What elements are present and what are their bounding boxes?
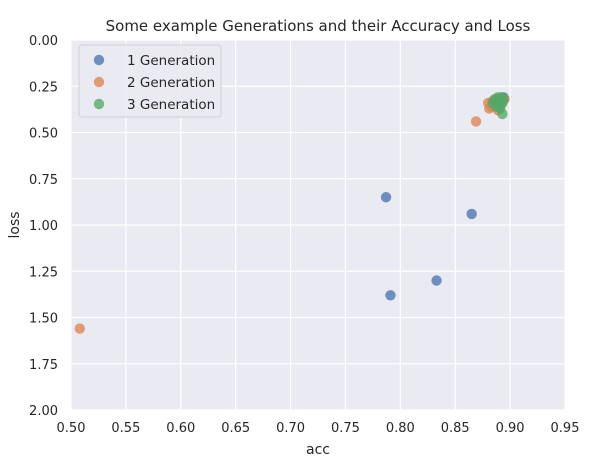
legend-label-2: 2 Generation [127, 75, 215, 91]
y-tick-label: 2.00 [29, 404, 58, 419]
legend-label-3: 3 Generation [127, 97, 215, 113]
point-series-2 [470, 116, 482, 127]
x-tick-label: 0.95 [551, 421, 580, 436]
legend-box [78, 44, 222, 118]
x-tick-label: 0.75 [331, 421, 360, 436]
x-tick-labels: 0.50 0.55 0.60 0.65 0.70 0.75 0.80 0.85 0.90 0.95 [57, 421, 580, 436]
x-tick-label: 0.65 [221, 421, 250, 436]
y-tick-label: 0.25 [29, 80, 58, 95]
x-tick-label: 0.55 [111, 421, 140, 436]
x-tick-label: 0.80 [386, 421, 415, 436]
x-axis-label: acc [306, 442, 330, 458]
point-series-1 [385, 290, 396, 301]
y-tick-label: 0.50 [29, 127, 58, 142]
y-tick-label: 1.00 [29, 219, 58, 234]
y-tick-label: 1.75 [29, 358, 58, 373]
chart-title: Some example Generations and their Accur… [106, 17, 531, 35]
point-series-1 [380, 192, 392, 203]
legend-items: 1 Generation 2 Generation 3 Generation [93, 53, 215, 113]
legend-marker-3 [93, 98, 105, 110]
legend-label-1: 1 Generation [127, 53, 215, 69]
x-tick-label: 0.90 [496, 421, 525, 436]
y-axis-label: loss [7, 211, 23, 238]
point-series-1 [431, 275, 442, 286]
y-tick-labels: 0.00 0.25 0.50 0.75 1.00 1.25 1.50 1.75 2.00 [29, 34, 58, 419]
legend-marker-1 [93, 54, 105, 66]
y-tick-label: 1.50 [29, 312, 58, 327]
grid-lines [70, 39, 566, 411]
point-series-1 [466, 208, 477, 220]
y-tick-label: 0.75 [29, 173, 58, 188]
y-tick-label: 1.25 [29, 265, 58, 280]
x-tick-label: 0.85 [441, 421, 470, 436]
x-tick-label: 0.70 [276, 421, 305, 436]
x-tick-label: 0.60 [166, 421, 195, 436]
point-series-2 [74, 323, 85, 334]
data-points [74, 92, 510, 334]
point-series-3 [495, 103, 506, 114]
legend: 1 Generation 2 Generation 3 Generation [78, 44, 222, 118]
y-tick-label: 0.00 [29, 34, 58, 49]
legend-marker-2 [93, 76, 105, 88]
point-series-3 [498, 94, 509, 105]
x-tick-label: 0.50 [57, 421, 86, 436]
